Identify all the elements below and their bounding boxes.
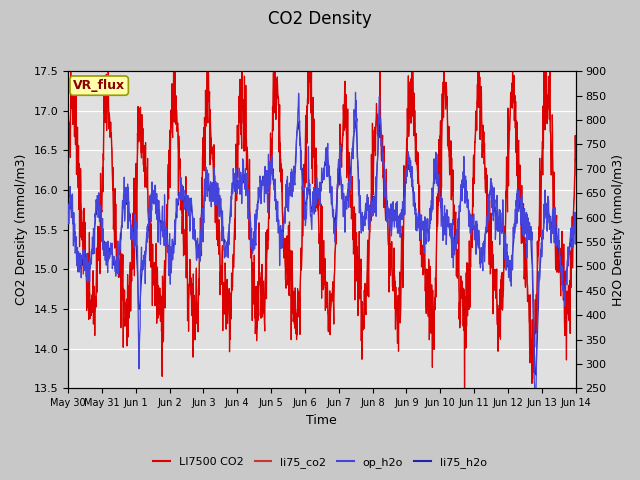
Y-axis label: H2O Density (mmol/m3): H2O Density (mmol/m3) [612, 154, 625, 306]
Text: VR_flux: VR_flux [73, 79, 125, 92]
Legend: LI7500 CO2, li75_co2, op_h2o, li75_h2o: LI7500 CO2, li75_co2, op_h2o, li75_h2o [148, 452, 492, 472]
X-axis label: Time: Time [307, 414, 337, 427]
Text: CO2 Density: CO2 Density [268, 10, 372, 28]
Y-axis label: CO2 Density (mmol/m3): CO2 Density (mmol/m3) [15, 154, 28, 305]
